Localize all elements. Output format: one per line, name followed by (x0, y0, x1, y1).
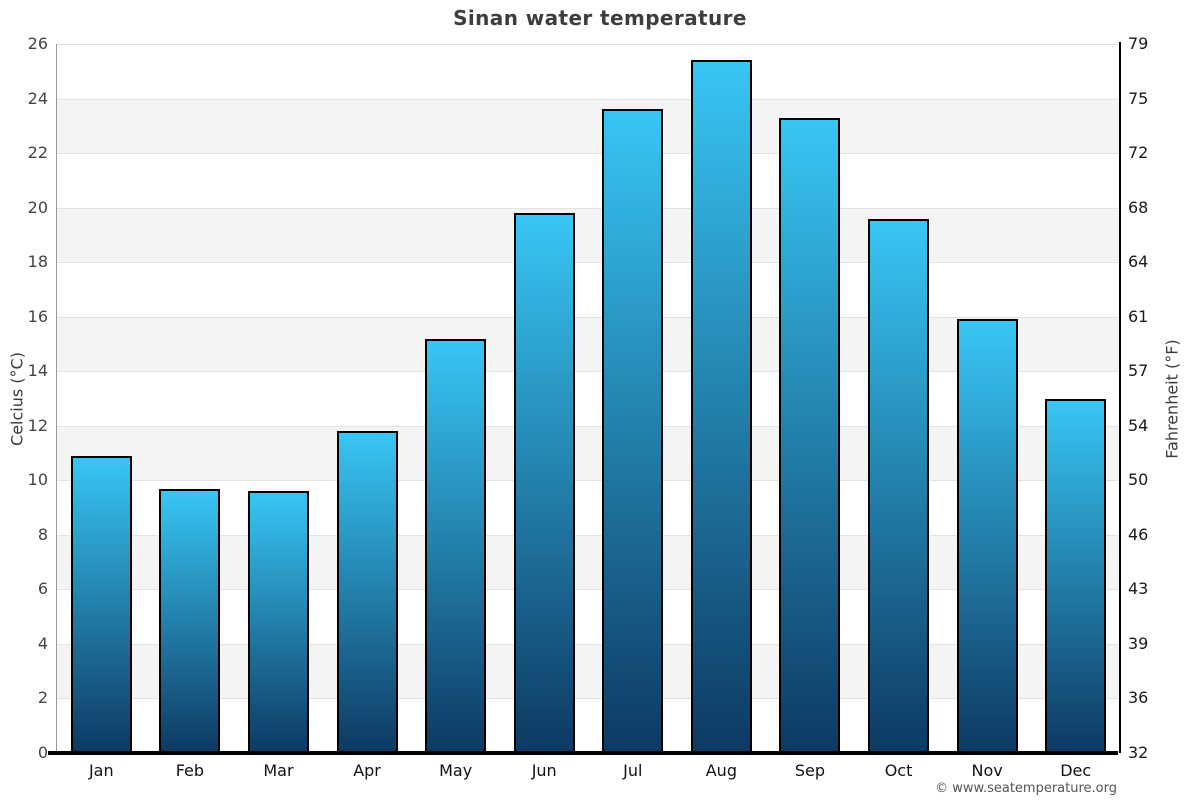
bar-sep (779, 117, 841, 753)
gridline (57, 698, 1120, 700)
background-band (57, 153, 1120, 208)
background-band (57, 316, 1120, 372)
y-axis-label-celsius-12: 12 (27, 415, 48, 435)
bar-aug (690, 60, 752, 753)
x-axis-label-mar: Mar (263, 761, 294, 780)
y-axis-label-celsius-20: 20 (27, 197, 48, 217)
gridline (57, 207, 1120, 209)
y-axis-label-celsius-4: 4 (37, 633, 48, 653)
background-band (57, 207, 1120, 263)
bar-jul (602, 109, 664, 753)
background-band (57, 98, 1120, 154)
bar-jan (70, 455, 132, 753)
y-axis-label-fahrenheit-39: 39 (1128, 633, 1149, 653)
y-axis-label-celsius-16: 16 (27, 306, 48, 326)
bar-may (425, 338, 487, 753)
background-band (57, 262, 1120, 317)
bar-apr (336, 431, 398, 753)
bottom-axis-line (48, 751, 1118, 755)
gridline (57, 44, 1120, 45)
y-axis-label-celsius-2: 2 (37, 688, 48, 708)
x-axis-label-oct: Oct (884, 761, 913, 780)
y-axis-label-fahrenheit-54: 54 (1128, 415, 1149, 435)
x-axis-label-nov: Nov (971, 761, 1003, 780)
gridline (57, 371, 1120, 373)
copyright-footer: © www.seatemperature.org (935, 781, 1117, 796)
bar-feb (159, 488, 221, 753)
y-axis-label-fahrenheit-57: 57 (1128, 361, 1149, 381)
y-axis-label-celsius-0: 0 (37, 743, 48, 762)
y-axis-label-fahrenheit-43: 43 (1128, 579, 1149, 599)
gridline (57, 534, 1120, 536)
background-band (57, 425, 1120, 481)
y-axis-label-celsius-14: 14 (27, 361, 48, 381)
y-axis-label-celsius-10: 10 (27, 470, 48, 490)
y-axis-label-celsius-24: 24 (27, 88, 48, 108)
y-axis-label-fahrenheit-36: 36 (1128, 688, 1149, 708)
y-axis-label-celsius-8: 8 (37, 524, 48, 544)
y-axis-label-fahrenheit-75: 75 (1128, 88, 1149, 108)
background-band (57, 643, 1120, 699)
gridline (57, 98, 1120, 100)
x-axis-label-dec: Dec (1060, 761, 1092, 780)
x-axis-label-aug: Aug (705, 761, 737, 780)
y-axis-title-fahrenheit-label: Fahrenheit (°F) (1162, 339, 1182, 459)
bar-dec (1045, 398, 1107, 753)
bar-oct (868, 218, 930, 753)
x-axis-label-jan: Jan (88, 761, 114, 780)
x-axis-label-apr: Apr (353, 761, 381, 780)
background-band (57, 480, 1120, 535)
gridline (57, 262, 1120, 264)
gridline (57, 480, 1120, 482)
y-axis-label-fahrenheit-61: 61 (1128, 306, 1149, 326)
y-axis-label-fahrenheit-32: 32 (1128, 743, 1149, 762)
background-band (57, 534, 1120, 590)
x-axis-label-feb: Feb (175, 761, 205, 780)
y-axis-label-fahrenheit-50: 50 (1128, 470, 1149, 490)
y-axis-label-celsius-26: 26 (27, 34, 48, 53)
gridline (57, 153, 1120, 155)
gridline (57, 643, 1120, 645)
y-axis-label-fahrenheit-68: 68 (1128, 197, 1149, 217)
bar-jun (513, 213, 575, 753)
y-axis-label-celsius-6: 6 (37, 579, 48, 599)
background-band (57, 44, 1120, 99)
y-axis-label-celsius-18: 18 (27, 252, 48, 272)
y-axis-label-fahrenheit-64: 64 (1128, 252, 1149, 272)
gridline (57, 425, 1120, 427)
left-axis-line (56, 44, 57, 753)
x-axis-label-jul: Jul (623, 761, 643, 780)
right-axis-line (1119, 42, 1121, 753)
y-axis-label-fahrenheit-79: 79 (1128, 34, 1149, 53)
y-axis-label-celsius-22: 22 (27, 143, 48, 163)
x-axis-label-may: May (439, 761, 473, 780)
y-axis-label-fahrenheit-72: 72 (1128, 143, 1149, 163)
plot-area (57, 44, 1120, 753)
x-axis-label-jun: Jun (531, 761, 557, 780)
background-band (57, 589, 1120, 644)
chart-title: Sinan water temperature (453, 6, 747, 30)
bar-mar (247, 491, 309, 753)
gridline (57, 589, 1120, 591)
background-band (57, 698, 1120, 753)
background-band (57, 371, 1120, 426)
gridline (57, 316, 1120, 318)
bar-nov (956, 319, 1018, 753)
y-axis-label-fahrenheit-46: 46 (1128, 524, 1149, 544)
x-axis-label-sep: Sep (794, 761, 826, 780)
